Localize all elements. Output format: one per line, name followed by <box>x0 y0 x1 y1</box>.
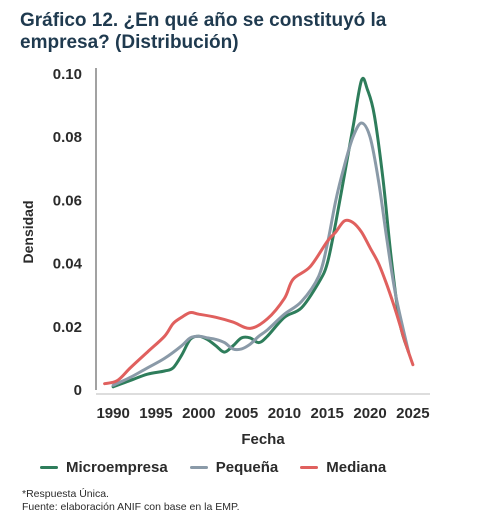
y-axis-label: Densidad <box>20 200 36 263</box>
y-tick-label: 0.04 <box>53 256 83 273</box>
x-tick-label: 2015 <box>311 405 344 422</box>
footnote-response-type: *Respuesta Única. <box>22 488 109 500</box>
chart-title-line-1: Gráfico 12. ¿En qué año se constituyó la <box>20 10 387 31</box>
x-tick-label: 2010 <box>268 405 301 422</box>
x-tick-label: 2005 <box>225 405 258 422</box>
footnote: *Respuesta Única. Fuente: elaboración AN… <box>22 488 240 514</box>
legend-label-mediana: Mediana <box>326 458 387 476</box>
x-tick-label: 2020 <box>353 405 386 422</box>
x-tick-label: 2000 <box>182 405 215 422</box>
legend-item-mediana: Mediana <box>300 459 386 476</box>
x-tick-label: 1995 <box>139 405 172 422</box>
x-axis-label: Fecha <box>241 431 285 448</box>
footnote-source: Fuente: elaboración ANIF con base en la … <box>22 501 240 513</box>
y-tick-label: 0.02 <box>53 319 82 336</box>
y-tick-label: 0 <box>74 382 82 399</box>
y-tick-label: 0.08 <box>53 129 82 146</box>
legend-label-pequena: Pequeña <box>215 458 279 476</box>
legend-swatch-microempresa <box>40 465 58 469</box>
legend-item-microempresa: Microempresa <box>40 459 168 476</box>
legend: Microempresa Pequeña Mediana <box>40 456 480 478</box>
series-line-microempresa <box>111 76 411 389</box>
y-tick-label: 0.06 <box>53 192 82 209</box>
series-line-pequena <box>111 121 411 387</box>
legend-item-pequena: Pequeña <box>189 458 279 476</box>
x-tick-label: 1990 <box>96 405 129 422</box>
legend-label-microempresa: Microempresa <box>66 458 168 476</box>
y-tick-label: 0.10 <box>53 66 82 83</box>
chart-title: Gráfico 12. ¿En qué año se constituyó la… <box>20 10 480 54</box>
legend-swatch-mediana <box>300 465 319 469</box>
legend-swatch-pequena <box>189 465 208 469</box>
x-tick-label: 2025 <box>396 405 429 422</box>
chart-title-line-2: empresa? (Distribución) <box>20 32 239 53</box>
series-line-mediana <box>103 218 415 386</box>
